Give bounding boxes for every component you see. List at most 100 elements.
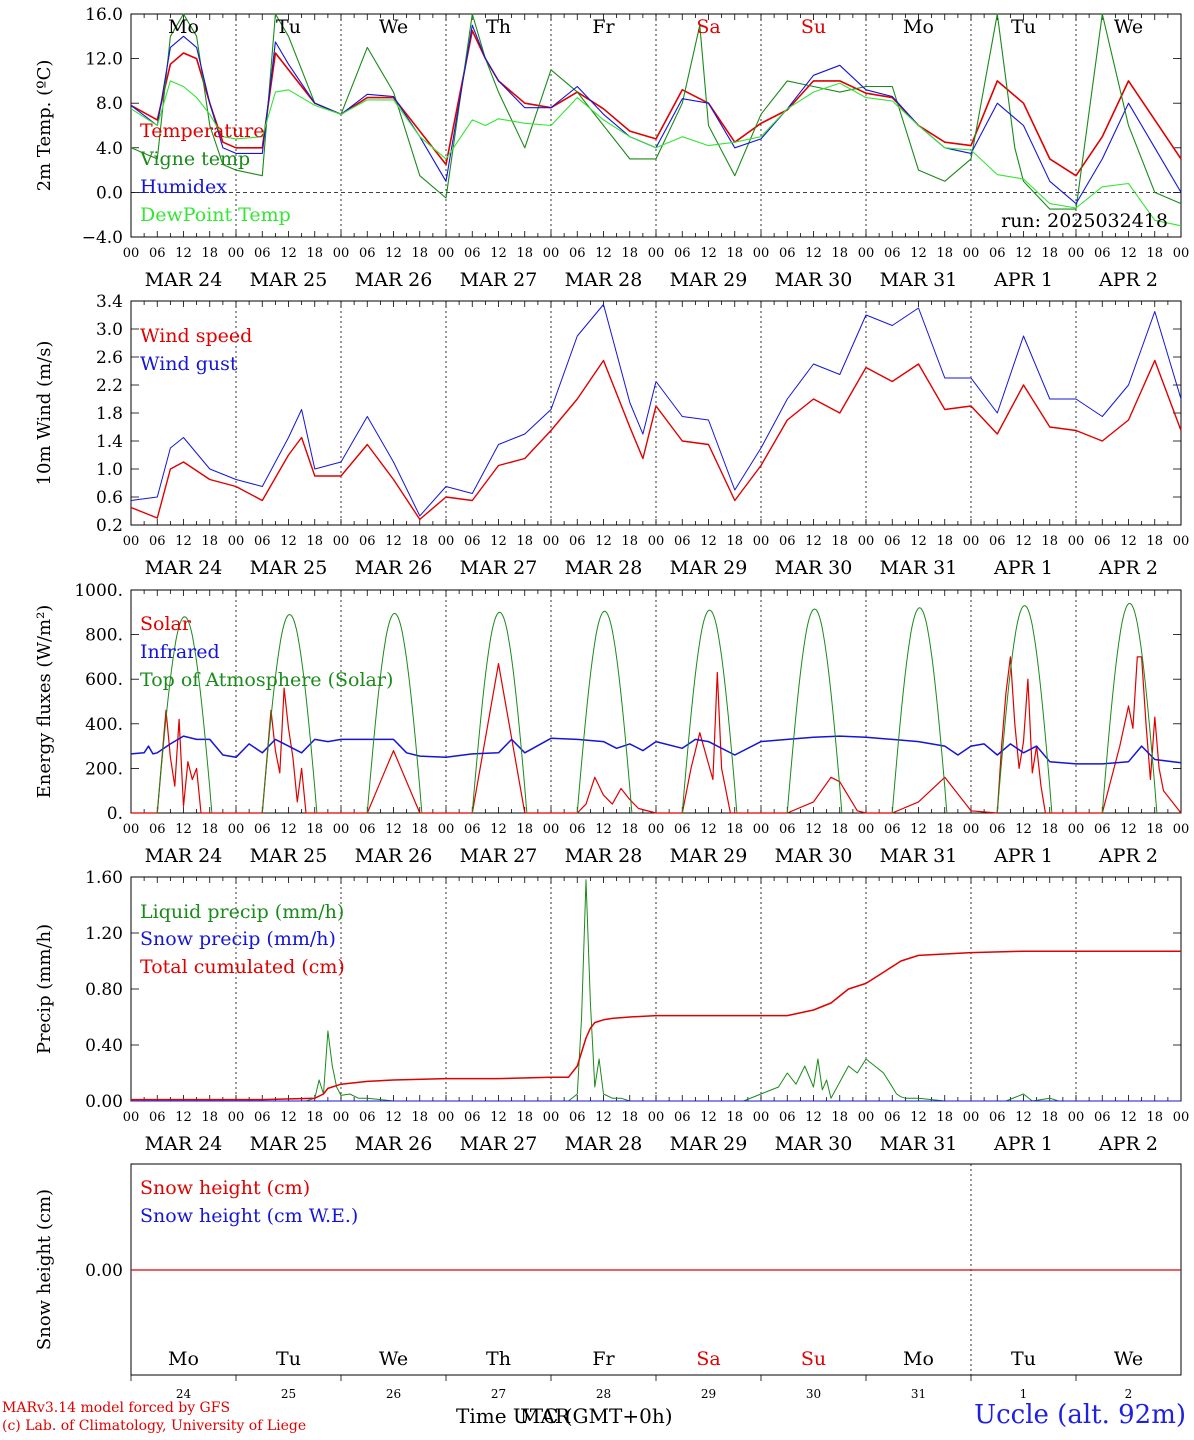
hour-tick-label: 00 bbox=[963, 534, 980, 549]
hour-tick-label: 12 bbox=[490, 822, 507, 837]
y-tick-label: 16.0 bbox=[85, 5, 123, 25]
hour-tick-label: 00 bbox=[963, 822, 980, 837]
hour-tick-label: 12 bbox=[1015, 534, 1032, 549]
day-of-week-label: Mo bbox=[168, 16, 199, 38]
toa-solar-arc bbox=[261, 613, 318, 814]
hour-tick-label: 12 bbox=[700, 534, 717, 549]
hour-tick-label: 06 bbox=[359, 1110, 376, 1125]
day-number-label: 31 bbox=[911, 1387, 926, 1401]
y-tick-label: 1000. bbox=[74, 581, 123, 601]
y-tick-label: −4.0 bbox=[82, 228, 123, 248]
hour-tick-label: 00 bbox=[1173, 822, 1190, 837]
y-tick-label: 8.0 bbox=[96, 94, 123, 114]
hour-tick-label: 00 bbox=[228, 534, 245, 549]
day-of-week-label: Tu bbox=[276, 16, 301, 38]
day-of-week-label: We bbox=[1114, 16, 1143, 38]
date-label: APR 1 bbox=[993, 557, 1053, 579]
date-label: MAR 24 bbox=[145, 845, 223, 867]
series-line-humidex bbox=[130, 24, 1182, 205]
toa-solar-arc bbox=[996, 605, 1053, 814]
date-label: APR 2 bbox=[1098, 845, 1158, 867]
date-label: MAR 25 bbox=[250, 557, 328, 579]
hour-tick-label: 00 bbox=[543, 822, 560, 837]
series-line-wind-gust bbox=[130, 304, 1182, 517]
hour-tick-label: 18 bbox=[936, 822, 953, 837]
toa-solar-arc bbox=[576, 610, 633, 814]
hour-tick-label: 18 bbox=[621, 822, 638, 837]
hour-tick-label: 00 bbox=[648, 822, 665, 837]
hour-tick-label: 00 bbox=[753, 1110, 770, 1125]
legend-entry: Top of Atmosphere (Solar) bbox=[140, 669, 393, 691]
hour-tick-label: 12 bbox=[280, 1110, 297, 1125]
day-of-week-label: Mo bbox=[903, 16, 934, 38]
hour-tick-label: 18 bbox=[726, 246, 743, 261]
hour-tick-label: 12 bbox=[910, 822, 927, 837]
y-tick-label: 0.6 bbox=[96, 488, 123, 508]
date-label: MAR 31 bbox=[880, 1133, 958, 1155]
hour-tick-label: 06 bbox=[779, 1110, 796, 1125]
hour-tick-label: 00 bbox=[753, 246, 770, 261]
day-number-label: 29 bbox=[701, 1387, 716, 1401]
hour-tick-label: 00 bbox=[753, 534, 770, 549]
legend-entry: Liquid precip (mm/h) bbox=[140, 901, 344, 923]
legend-entry: Total cumulated (cm) bbox=[140, 956, 345, 978]
day-of-week-label: Th bbox=[486, 16, 511, 38]
hour-tick-label: 06 bbox=[464, 534, 481, 549]
date-label: MAR 26 bbox=[355, 845, 433, 867]
hour-tick-label: 12 bbox=[910, 246, 927, 261]
hour-tick-label: 12 bbox=[805, 534, 822, 549]
overlap-label: MAR bbox=[520, 1404, 570, 1428]
series-line-wind-speed bbox=[130, 359, 1182, 521]
date-label: MAR 26 bbox=[355, 1133, 433, 1155]
date-label: MAR 29 bbox=[670, 269, 748, 291]
hour-tick-label: 18 bbox=[726, 822, 743, 837]
date-label: APR 2 bbox=[1098, 269, 1158, 291]
hour-tick-label: 18 bbox=[621, 1110, 638, 1125]
date-label: MAR 31 bbox=[880, 845, 958, 867]
hour-tick-label: 06 bbox=[884, 1110, 901, 1125]
hour-tick-label: 12 bbox=[385, 822, 402, 837]
hour-tick-label: 00 bbox=[963, 1110, 980, 1125]
legend-entry: Temperature bbox=[140, 120, 264, 142]
hour-tick-label: 12 bbox=[700, 246, 717, 261]
hour-tick-label: 18 bbox=[1146, 822, 1163, 837]
day-number-label: 2 bbox=[1125, 1387, 1133, 1401]
hour-tick-label: 18 bbox=[516, 534, 533, 549]
date-label: MAR 28 bbox=[565, 1133, 643, 1155]
date-label: MAR 30 bbox=[775, 845, 853, 867]
hour-tick-label: 12 bbox=[175, 822, 192, 837]
hour-tick-label: 00 bbox=[333, 246, 350, 261]
date-label: MAR 29 bbox=[670, 557, 748, 579]
hour-tick-label: 00 bbox=[858, 822, 875, 837]
y-tick-label: 1.20 bbox=[85, 924, 123, 944]
date-label: MAR 30 bbox=[775, 1133, 853, 1155]
hour-tick-label: 18 bbox=[201, 822, 218, 837]
legend-entry: Wind speed bbox=[140, 325, 252, 347]
y-tick-label: 3.0 bbox=[96, 320, 123, 340]
footer-credits: MARv3.14 model forced by GFS (c) Lab. of… bbox=[2, 1399, 306, 1435]
date-label: MAR 24 bbox=[145, 1133, 223, 1155]
day-of-week-label: Tu bbox=[1011, 1348, 1036, 1370]
hour-tick-label: 18 bbox=[936, 246, 953, 261]
hour-tick-label: 06 bbox=[254, 246, 271, 261]
y-tick-label: 4.0 bbox=[96, 139, 123, 159]
y-tick-label: 2.6 bbox=[96, 348, 123, 368]
series-line-solar bbox=[131, 656, 1182, 814]
toa-solar-arc bbox=[366, 612, 423, 814]
hour-tick-label: 18 bbox=[831, 822, 848, 837]
y-tick-label: 3.4 bbox=[96, 292, 123, 312]
series-line-total-cumulated-cm- bbox=[131, 950, 1181, 1101]
hour-tick-label: 12 bbox=[595, 534, 612, 549]
hour-tick-label: 00 bbox=[1068, 534, 1085, 549]
hour-tick-label: 18 bbox=[936, 534, 953, 549]
hour-tick-label: 00 bbox=[1173, 1110, 1190, 1125]
hour-tick-label: 00 bbox=[333, 534, 350, 549]
hour-tick-label: 00 bbox=[648, 534, 665, 549]
hour-tick-label: 12 bbox=[805, 246, 822, 261]
y-axis-label: 10m Wind (m/s) bbox=[34, 341, 55, 486]
day-of-week-label: We bbox=[379, 1348, 408, 1370]
hour-tick-label: 12 bbox=[805, 822, 822, 837]
y-tick-label: 1.60 bbox=[85, 868, 123, 888]
hour-tick-label: 18 bbox=[936, 1110, 953, 1125]
day-number-label: 28 bbox=[596, 1387, 611, 1401]
